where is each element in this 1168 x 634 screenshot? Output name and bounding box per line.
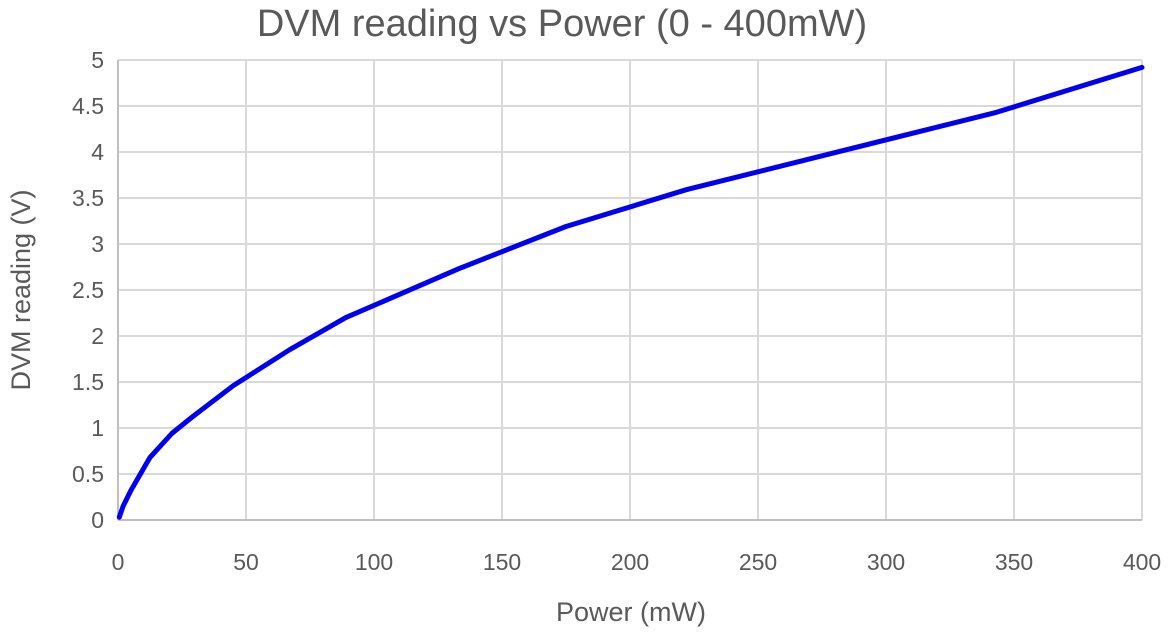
y-axis-label: DVM reading (V) xyxy=(6,189,36,390)
y-tick-label: 2 xyxy=(91,323,104,349)
x-tick-label: 400 xyxy=(1123,549,1161,575)
x-tick-label: 300 xyxy=(867,549,905,575)
x-tick-label: 150 xyxy=(483,549,521,575)
chart-title: DVM reading vs Power (0 - 400mW) xyxy=(257,3,867,45)
y-tick-label: 3.5 xyxy=(72,185,104,211)
y-tick-label: 4.5 xyxy=(72,93,104,119)
y-tick-label: 2.5 xyxy=(72,277,104,303)
y-tick-label: 1 xyxy=(91,415,104,441)
y-tick-label: 5 xyxy=(91,47,104,73)
x-tick-label: 50 xyxy=(233,549,259,575)
y-tick-label: 1.5 xyxy=(72,369,104,395)
x-axis-label: Power (mW) xyxy=(556,597,706,627)
x-tick-label: 100 xyxy=(355,549,393,575)
gridlines xyxy=(118,59,1143,520)
y-tick-labels: 0 0.5 1 1.5 2 2.5 3 3.5 4 4.5 5 xyxy=(72,47,104,533)
y-tick-label: 0.5 xyxy=(72,461,104,487)
y-tick-label: 4 xyxy=(91,139,104,165)
y-tick-label: 3 xyxy=(91,231,104,257)
x-tick-label: 350 xyxy=(995,549,1033,575)
x-tick-labels: 0 50 100 150 200 250 300 350 400 xyxy=(112,549,1162,575)
x-tick-label: 200 xyxy=(611,549,649,575)
y-tick-label: 0 xyxy=(91,507,104,533)
x-tick-label: 0 xyxy=(112,549,125,575)
series-layer xyxy=(116,64,1145,520)
series-line xyxy=(116,64,1145,520)
x-tick-label: 250 xyxy=(739,549,777,575)
axes xyxy=(117,60,1142,521)
